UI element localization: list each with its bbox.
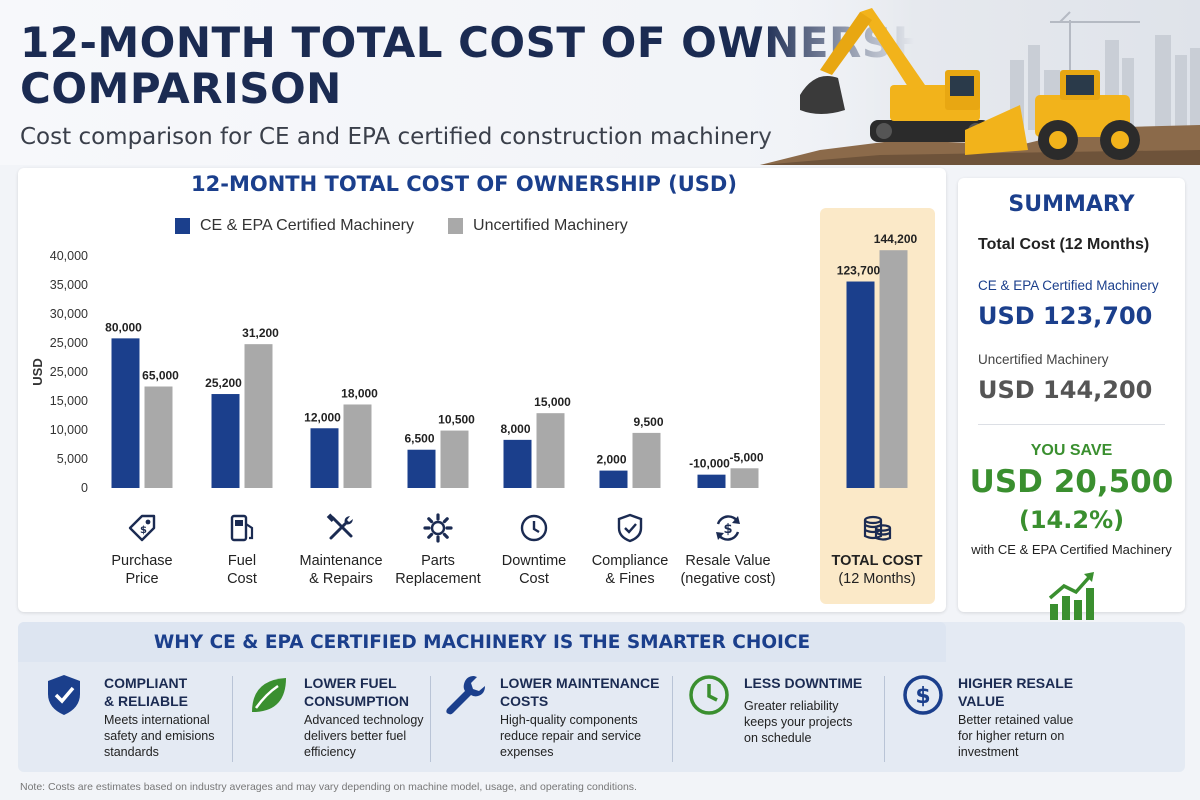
legend-label-uncertified: Uncertified Machinery bbox=[473, 217, 628, 234]
legend-swatch-certified bbox=[175, 218, 190, 234]
feature-compliant: COMPLIANT & RELIABLE Meets international… bbox=[46, 670, 226, 770]
feature-heading-line2: & RELIABLE bbox=[104, 693, 188, 709]
page-subtitle: Cost comparison for CE and EPA certified… bbox=[20, 124, 772, 150]
feature-downtime: LESS DOWNTIME Greater reliability keeps … bbox=[688, 670, 868, 770]
feature-separator bbox=[672, 676, 673, 762]
why-title: WHY CE & EPA CERTIFIED MACHINERY IS THE … bbox=[153, 632, 811, 653]
feature-desc-line2: reduce repair and service bbox=[500, 729, 642, 743]
feature-heading-line2: CONSUMPTION bbox=[304, 693, 409, 709]
summary-divider bbox=[978, 424, 1165, 425]
feature-separator bbox=[232, 676, 233, 762]
feature-desc-line3: expenses bbox=[500, 745, 554, 759]
feature-heading-line1: LOWER FUEL bbox=[304, 675, 397, 691]
summary-title: SUMMARY bbox=[1008, 192, 1135, 217]
feature-heading-line2: VALUE bbox=[958, 693, 1005, 709]
total-cost-highlight bbox=[820, 208, 935, 604]
leaf-icon bbox=[252, 678, 286, 712]
feature-desc-line1: High-quality components bbox=[500, 713, 638, 727]
wrench-icon bbox=[446, 676, 485, 715]
feature-separator bbox=[884, 676, 885, 762]
footnote: Note: Costs are estimates based on indus… bbox=[20, 781, 637, 793]
feature-desc-line1: Greater reliability bbox=[744, 699, 839, 713]
feature-desc-line2: keeps your projects bbox=[744, 715, 853, 729]
summary-save-percent: (14.2%) bbox=[1018, 506, 1125, 534]
feature-desc-line2: safety and emisions bbox=[104, 729, 215, 743]
summary-total-label: Total Cost (12 Months) bbox=[978, 236, 1150, 253]
feature-desc-line2: for higher return on bbox=[958, 729, 1065, 743]
svg-text:$: $ bbox=[915, 684, 930, 709]
summary-certified-label: CE & EPA Certified Machinery bbox=[978, 278, 1159, 293]
feature-heading-line1: HIGHER RESALE bbox=[958, 675, 1074, 691]
feature-desc-line3: standards bbox=[104, 745, 159, 759]
legend-swatch-uncertified bbox=[448, 218, 464, 234]
page-title-line2: COMPARISON bbox=[20, 64, 342, 113]
feature-separator bbox=[430, 676, 431, 762]
feature-resale: $ HIGHER RESALE VALUE Better retained va… bbox=[902, 670, 1082, 770]
dollar-coin-icon: $ bbox=[903, 675, 943, 715]
legend-item-certified: CE & EPA Certified Machinery bbox=[175, 217, 414, 235]
feature-desc-line1: Meets international bbox=[104, 713, 210, 727]
chart-legend: CE & EPA Certified Machinery Uncertified… bbox=[175, 217, 628, 235]
construction-machinery-illustration bbox=[760, 0, 1200, 165]
feature-heading-line1: COMPLIANT bbox=[104, 675, 188, 691]
legend-label-certified: CE & EPA Certified Machinery bbox=[200, 217, 415, 234]
legend-item-uncertified: Uncertified Machinery bbox=[448, 217, 628, 235]
feature-desc-line3: efficiency bbox=[304, 745, 356, 759]
feature-heading-line1: LOWER MAINTENANCE bbox=[500, 675, 660, 691]
summary-save-note: with CE & EPA Certified Machinery bbox=[971, 542, 1172, 557]
feature-heading-line2: COSTS bbox=[500, 693, 549, 709]
summary-panel: SUMMARY Total Cost (12 Months) CE & EPA … bbox=[958, 178, 1185, 620]
feature-heading-line1: LESS DOWNTIME bbox=[744, 675, 863, 691]
feature-maintenance: LOWER MAINTENANCE COSTS High-quality com… bbox=[444, 670, 664, 770]
feature-fuel: LOWER FUEL CONSUMPTION Advanced technolo… bbox=[248, 670, 428, 770]
excavator-shape bbox=[800, 8, 990, 142]
why-title-bar bbox=[18, 622, 946, 662]
feature-desc-line3: on schedule bbox=[744, 731, 812, 745]
summary-save-value: USD 20,500 bbox=[969, 464, 1174, 500]
chart-title: 12-MONTH TOTAL COST OF OWNERSHIP (USD) bbox=[191, 172, 737, 196]
summary-uncertified-label: Uncertified Machinery bbox=[978, 352, 1109, 367]
shield-check-icon bbox=[48, 675, 80, 715]
feature-desc-line1: Better retained value bbox=[958, 713, 1074, 727]
summary-uncertified-value: USD 144,200 bbox=[978, 376, 1153, 404]
summary-save-label: YOU SAVE bbox=[1030, 442, 1113, 459]
feature-desc-line1: Advanced technology bbox=[304, 713, 424, 727]
summary-certified-value: USD 123,700 bbox=[978, 302, 1153, 330]
chart-panel bbox=[18, 168, 946, 612]
wheel-loader-shape bbox=[965, 70, 1140, 160]
feature-desc-line3: investment bbox=[958, 745, 1019, 759]
clock-icon bbox=[689, 675, 729, 715]
growth-chart-icon bbox=[1048, 572, 1094, 620]
feature-desc-line2: delivers better fuel bbox=[304, 729, 407, 743]
